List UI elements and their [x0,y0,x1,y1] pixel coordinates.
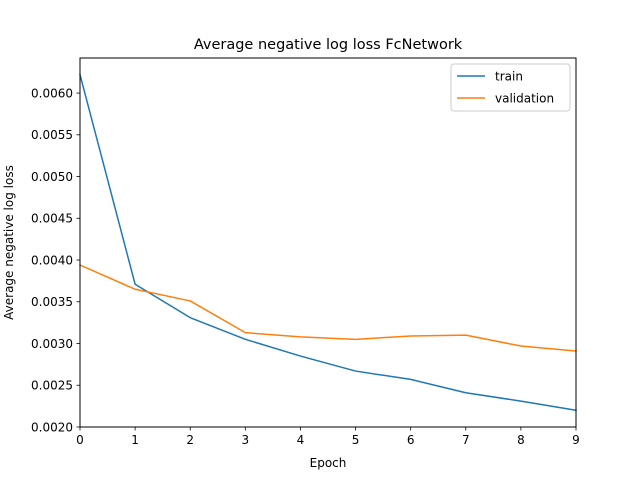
plot-frame [79,57,577,428]
series-line-train [79,73,577,412]
x-tick-label: 3 [242,433,250,447]
y-axis-label: Average negative log loss [2,165,16,320]
y-tick-label: 0.0020 [31,420,73,434]
legend-label-validation: validation [495,91,554,105]
y-tick-label: 0.0055 [31,128,73,142]
y-tick-label: 0.0025 [31,379,73,393]
series-line-validation [79,264,577,352]
x-tick-label: 5 [352,433,360,447]
x-tick-label: 1 [131,433,139,447]
y-tick-label: 0.0060 [31,86,73,100]
y-tick-label: 0.0050 [31,170,73,184]
legend: train validation [450,63,571,112]
y-tick-label: 0.0030 [31,337,73,351]
y-tick-label: 0.0045 [31,212,73,226]
plot-lines [79,73,577,412]
x-tick-label: 0 [76,433,84,447]
legend-label-train: train [495,69,523,83]
x-axis-label: Epoch [310,456,347,470]
x-tick-label: 9 [572,433,580,447]
x-tick-label: 6 [407,433,415,447]
x-tick-label: 2 [186,433,194,447]
x-tick-label: 8 [517,433,525,447]
chart-title: Average negative log loss FcNetwork [194,37,463,53]
x-axis: 0 1 2 3 4 5 6 7 8 9 [76,427,580,447]
y-tick-label: 0.0035 [31,295,73,309]
y-tick-label: 0.0040 [31,253,73,267]
x-tick-label: 7 [462,433,470,447]
y-axis: 0.0020 0.0025 0.0030 0.0035 0.0040 0.0045 0.00… [31,86,80,434]
x-tick-label: 4 [297,433,305,447]
